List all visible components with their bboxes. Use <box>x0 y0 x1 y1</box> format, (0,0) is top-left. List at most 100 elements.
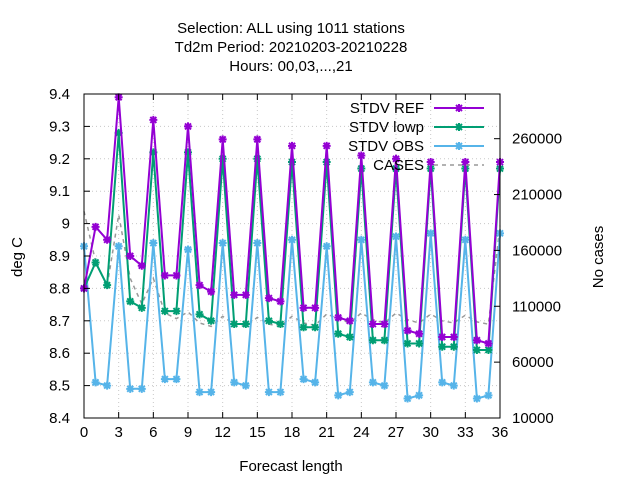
data-point-stdv-ref <box>392 154 400 163</box>
data-point-stdv-lowp <box>484 345 493 354</box>
y-tick-label: 9.4 <box>49 86 70 103</box>
data-point-stdv-lowp <box>207 316 216 325</box>
data-point-stdv-lowp <box>415 339 424 348</box>
data-point-stdv-ref <box>472 336 481 345</box>
data-point-stdv-lowp <box>160 307 169 316</box>
data-point-stdv-ref <box>449 333 458 341</box>
x-tick-label: 33 <box>457 424 474 441</box>
data-point-stdv-obs <box>415 391 424 400</box>
series-stdv-obs <box>80 229 504 403</box>
x-tick-label: 21 <box>318 424 335 441</box>
y2-tick-label: 10000 <box>512 410 554 427</box>
chart-title: Selection: ALL using 1011 stations Td2m … <box>175 20 408 75</box>
data-point-stdv-obs <box>149 239 158 248</box>
data-point-stdv-lowp <box>149 148 158 157</box>
data-point-stdv-ref <box>426 158 435 167</box>
data-point-stdv-ref <box>415 329 424 338</box>
data-point-stdv-lowp <box>137 303 146 312</box>
legend-marker-stdv-obs <box>455 142 463 150</box>
legend-marker-stdv-lowp <box>455 123 463 131</box>
data-point-stdv-obs <box>126 384 135 393</box>
data-point-stdv-ref <box>103 235 112 244</box>
data-point-stdv-lowp <box>438 342 447 351</box>
data-point-stdv-ref <box>253 135 262 144</box>
data-point-stdv-obs <box>195 388 204 397</box>
x-tick-label: 30 <box>422 424 439 441</box>
y2-tick-label: 260000 <box>512 131 562 148</box>
x-tick-label: 36 <box>492 424 509 441</box>
data-point-stdv-ref <box>160 271 169 280</box>
y2-tick-label: 210000 <box>512 187 562 204</box>
y-tick-label: 9.3 <box>49 118 70 135</box>
legend-marker-stdv-ref <box>455 104 463 112</box>
data-point-stdv-ref <box>172 271 181 280</box>
data-point-stdv-ref <box>380 320 389 329</box>
data-point-stdv-obs <box>288 235 296 244</box>
data-point-stdv-ref <box>438 333 447 341</box>
x-tick-label: 24 <box>353 424 370 441</box>
data-point-stdv-lowp <box>114 128 123 137</box>
data-point-stdv-obs <box>380 381 389 390</box>
data-point-stdv-obs <box>241 381 250 390</box>
data-point-stdv-obs <box>114 242 123 251</box>
data-point-stdv-ref <box>91 222 100 231</box>
data-point-stdv-lowp <box>345 333 354 341</box>
data-point-stdv-obs <box>230 378 239 387</box>
data-point-stdv-obs <box>299 375 308 384</box>
data-point-stdv-obs <box>357 235 366 244</box>
data-point-stdv-ref <box>311 303 320 312</box>
data-point-stdv-lowp <box>195 310 204 319</box>
data-point-stdv-ref <box>403 326 412 335</box>
data-point-stdv-obs <box>137 384 146 393</box>
series-stdv-ref <box>80 93 504 348</box>
data-point-stdv-lowp <box>218 154 227 163</box>
data-point-stdv-lowp <box>368 336 377 345</box>
data-point-stdv-obs <box>368 378 377 387</box>
legend-label-stdv-obs: STDV OBS <box>348 138 424 155</box>
data-point-stdv-obs <box>172 375 181 384</box>
data-point-stdv-obs <box>472 394 481 403</box>
data-point-stdv-ref <box>264 294 273 303</box>
y2-axis-label: No cases <box>590 226 607 289</box>
x-tick-label: 27 <box>388 424 405 441</box>
series-layer <box>80 93 504 403</box>
x-tick-label: 15 <box>249 424 266 441</box>
data-point-stdv-ref <box>230 290 239 299</box>
data-point-stdv-obs <box>322 242 331 251</box>
data-point-stdv-obs <box>334 391 343 400</box>
y2-tick-label: 110000 <box>512 298 561 315</box>
data-point-stdv-ref <box>299 303 308 312</box>
data-point-stdv-ref <box>126 252 135 260</box>
y-tick-label: 9.1 <box>49 183 70 200</box>
data-point-stdv-ref <box>461 158 470 167</box>
x-tick-label: 12 <box>214 424 231 441</box>
title-line-1: Selection: ALL using 1011 stations <box>177 20 405 37</box>
x-tick-label: 0 <box>80 424 88 441</box>
y-tick-label: 8.6 <box>49 345 70 362</box>
legend-label-stdv-lowp: STDV lowp <box>349 119 424 136</box>
data-point-stdv-obs <box>218 239 227 248</box>
data-point-stdv-ref <box>276 297 285 306</box>
data-point-stdv-obs <box>484 391 493 400</box>
data-point-stdv-lowp <box>241 320 250 329</box>
data-point-stdv-lowp <box>103 281 112 290</box>
data-point-stdv-obs <box>392 232 400 241</box>
data-point-stdv-obs <box>403 394 412 403</box>
legend-label-stdv-ref: STDV REF <box>350 100 424 117</box>
y-axis-label: deg C <box>9 237 26 277</box>
data-point-stdv-lowp <box>288 158 296 167</box>
y2-tick-label: 160000 <box>512 242 562 259</box>
series-line-cases <box>83 211 501 328</box>
y-tick-label: 8.8 <box>49 280 70 297</box>
data-point-stdv-obs <box>345 388 354 397</box>
y-tick-label: 8.5 <box>49 378 70 395</box>
data-point-stdv-obs <box>91 378 100 387</box>
data-point-stdv-lowp <box>334 329 343 338</box>
data-point-stdv-lowp <box>449 342 458 351</box>
data-point-stdv-obs <box>311 378 320 387</box>
y-tick-label: 8.4 <box>49 410 70 427</box>
data-point-stdv-lowp <box>472 345 481 354</box>
title-line-3: Hours: 00,03,...,21 <box>229 58 352 75</box>
data-point-stdv-lowp <box>311 323 320 332</box>
